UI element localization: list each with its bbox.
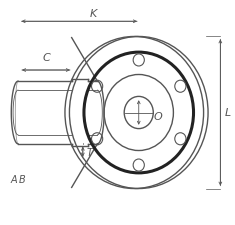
Text: A: A [11, 175, 17, 185]
Text: K: K [89, 9, 97, 19]
Text: L: L [224, 108, 231, 117]
Text: B: B [19, 175, 26, 185]
Text: T: T [86, 148, 92, 158]
Text: O: O [153, 112, 162, 122]
Text: C: C [42, 53, 50, 63]
